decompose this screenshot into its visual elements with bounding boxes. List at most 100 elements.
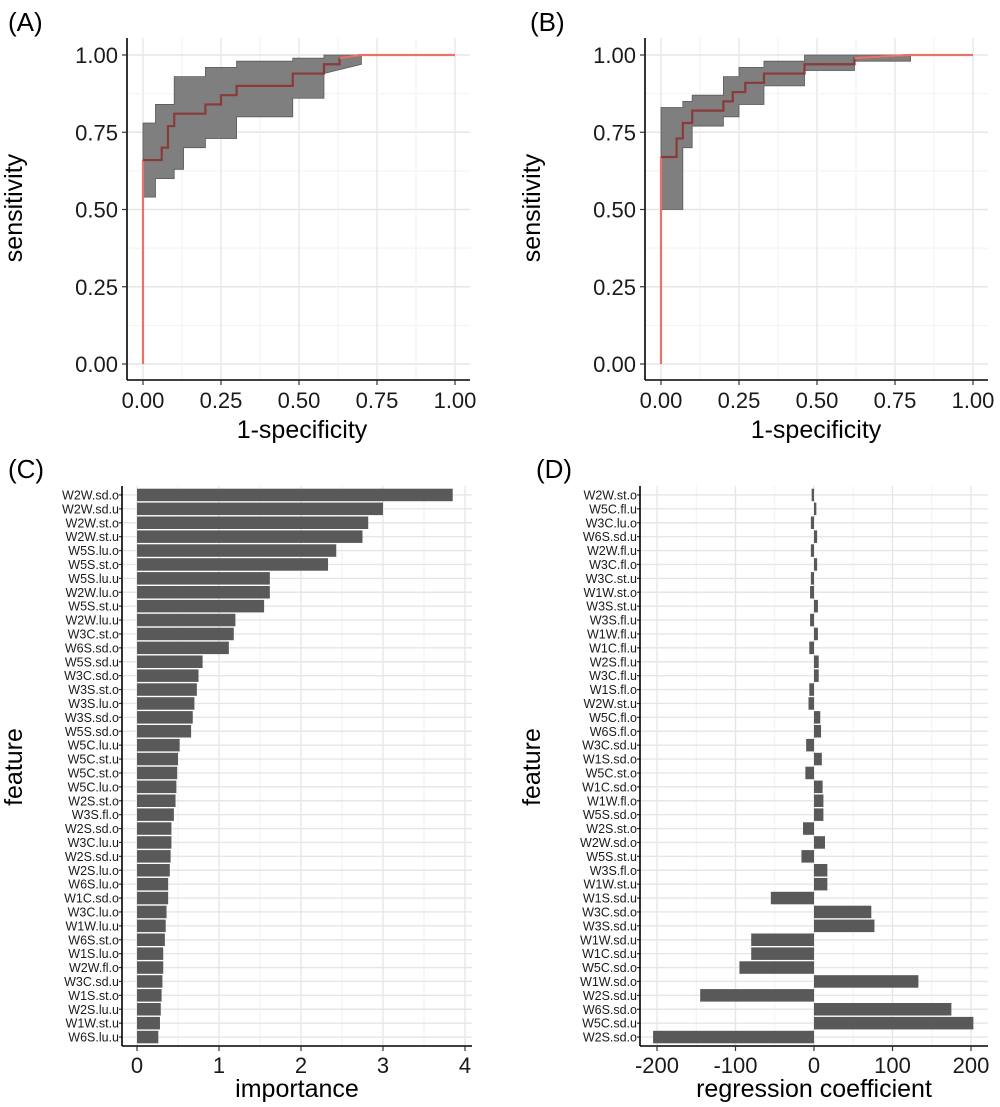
x-tick-label-d: 100 [874, 1053, 911, 1078]
bar-c [137, 752, 178, 766]
y-tick-label-d: W3C.st.u [586, 572, 637, 586]
y-tick-label-c: W3S.fl.o [72, 808, 119, 822]
y-tick-label-c: W5S.sd.u [65, 655, 119, 669]
panel-label-b: (B) [530, 7, 565, 37]
y-tick-label-d: W5C.fl.o [589, 711, 637, 725]
y-tick-label-c: W5S.lu.u [68, 572, 119, 586]
y-axis-title-b: sensitivity [518, 153, 546, 262]
y-tick-label-d: W2S.sd.o [583, 1031, 637, 1045]
y-tick-label-d: W3S.sd.u [583, 919, 637, 933]
bar-d [814, 558, 818, 571]
y-tick-label-d: W3C.fl.u [589, 669, 637, 683]
ci-band-a [142, 54, 362, 198]
x-tick-label-a: 1.00 [434, 388, 477, 413]
y-tick-label-b: 0.75 [593, 120, 636, 145]
x-tick-label-b: 1.00 [952, 388, 995, 413]
bar-c [137, 738, 180, 752]
bar-c [137, 655, 203, 669]
bar-d [814, 794, 824, 808]
bar-c [137, 822, 172, 835]
y-tick-label-c: W5C.st.u [68, 753, 119, 767]
panel-label-d: (D) [536, 454, 572, 484]
y-tick-label-c: W3S.sd.o [65, 711, 119, 725]
x-tick-label-b: 0.75 [874, 388, 917, 413]
y-tick-label-b: 0.00 [593, 352, 636, 377]
bar-c [137, 836, 172, 849]
bar-d [810, 613, 814, 627]
y-tick-label-d: W6S.sd.u [583, 530, 637, 544]
roc-curve-tail-b [854, 53, 973, 60]
y-tick-label-d: W3S.fl.u [590, 614, 637, 628]
bar-c [137, 502, 383, 516]
bar-d [770, 891, 814, 905]
bar-c [137, 558, 329, 571]
bar-c [137, 975, 163, 988]
bar-d [814, 808, 824, 821]
bar-d [808, 697, 814, 710]
bar-d [805, 766, 814, 780]
x-tick-label-c: 0 [131, 1053, 143, 1078]
y-tick-label-c: W2W.sd.u [62, 502, 119, 516]
bar-c [137, 1016, 160, 1030]
y-tick-label-d: W5S.st.u [586, 850, 637, 864]
y-tick-label-d: W3C.fl.o [589, 558, 637, 572]
y-tick-label-d: W1S.sd.o [583, 753, 637, 767]
y-tick-label-c: W2W.st.u [66, 530, 120, 544]
bar-c [137, 516, 369, 530]
bar-c [137, 613, 236, 627]
y-tick-label-d: W1C.sd.u [582, 947, 637, 961]
y-tick-label-c: W5C.lu.o [68, 780, 119, 794]
y-tick-label-c: W2S.lu.u [68, 1003, 119, 1017]
panel-a-roc-chart: (A) 0.00 0.25 0.50 0.75 1.00 0.00 0.25 0.50 0.75… [0, 7, 476, 444]
x-tick-label-a: 0.50 [278, 388, 321, 413]
x-tick-label-b: 0.25 [718, 388, 761, 413]
panel-c-importance-chart: (C) W2W.sd.oW2W.sd.uW2W.st.oW2W.st.uW5S.… [0, 454, 472, 1103]
y-tick-label-d: W5C.st.o [586, 766, 637, 780]
x-tick-label-c: 3 [377, 1053, 389, 1078]
bar-c [137, 766, 178, 780]
bar-c [137, 599, 265, 613]
bar-d [810, 585, 814, 599]
y-tick-label-d: W1W.fl.u [587, 627, 637, 641]
y-tick-label-c: W2W.lu.o [66, 586, 120, 600]
bar-d [814, 599, 818, 613]
x-tick-label-d: -100 [713, 1053, 757, 1078]
y-tick-label-d: W1W.st.u [584, 878, 638, 892]
y-tick-label-d: W5C.fl.u [589, 502, 637, 516]
y-tick-label-d: W1S.fl.o [590, 683, 637, 697]
y-tick-label-c: W3C.lu.u [68, 836, 119, 850]
bar-c [137, 488, 453, 502]
bar-c [137, 1002, 161, 1016]
bar-d [809, 683, 814, 696]
y-tick-label-c: W1W.st.u [66, 1017, 120, 1031]
y-tick-label-a: 1.00 [75, 43, 118, 68]
bar-d [739, 961, 814, 974]
y-tick-label-c: W1S.st.o [68, 989, 119, 1003]
bar-d [653, 1030, 814, 1044]
panel-label-a: (A) [8, 7, 43, 37]
bar-c [137, 572, 270, 585]
bar-d [814, 530, 818, 543]
x-tick-label-d: 200 [953, 1053, 990, 1078]
x-axis-title-d: regression coefficient [696, 1075, 932, 1103]
y-tick-label-c: W3C.sd.o [64, 669, 119, 683]
y-tick-label-a: 0.50 [75, 198, 118, 223]
y-tick-label-d: W2W.st.u [584, 697, 638, 711]
bar-d [814, 877, 828, 891]
bar-c [137, 919, 166, 933]
bar-d [814, 627, 818, 641]
bar-c [137, 989, 162, 1002]
bar-c [137, 697, 195, 710]
y-tick-label-d: W3S.st.u [586, 600, 637, 614]
bar-c [137, 794, 176, 808]
bar-c [137, 683, 197, 696]
y-tick-label-c: W5S.st.o [68, 558, 119, 572]
y-tick-label-d: W1C.sd.o [582, 780, 637, 794]
bar-c [137, 933, 165, 947]
y-tick-label-c: W6S.sd.o [65, 641, 119, 655]
bar-d [811, 488, 814, 502]
bar-c [137, 905, 167, 919]
y-tick-label-d: W3C.lu.o [586, 516, 637, 530]
bar-c [137, 877, 169, 891]
